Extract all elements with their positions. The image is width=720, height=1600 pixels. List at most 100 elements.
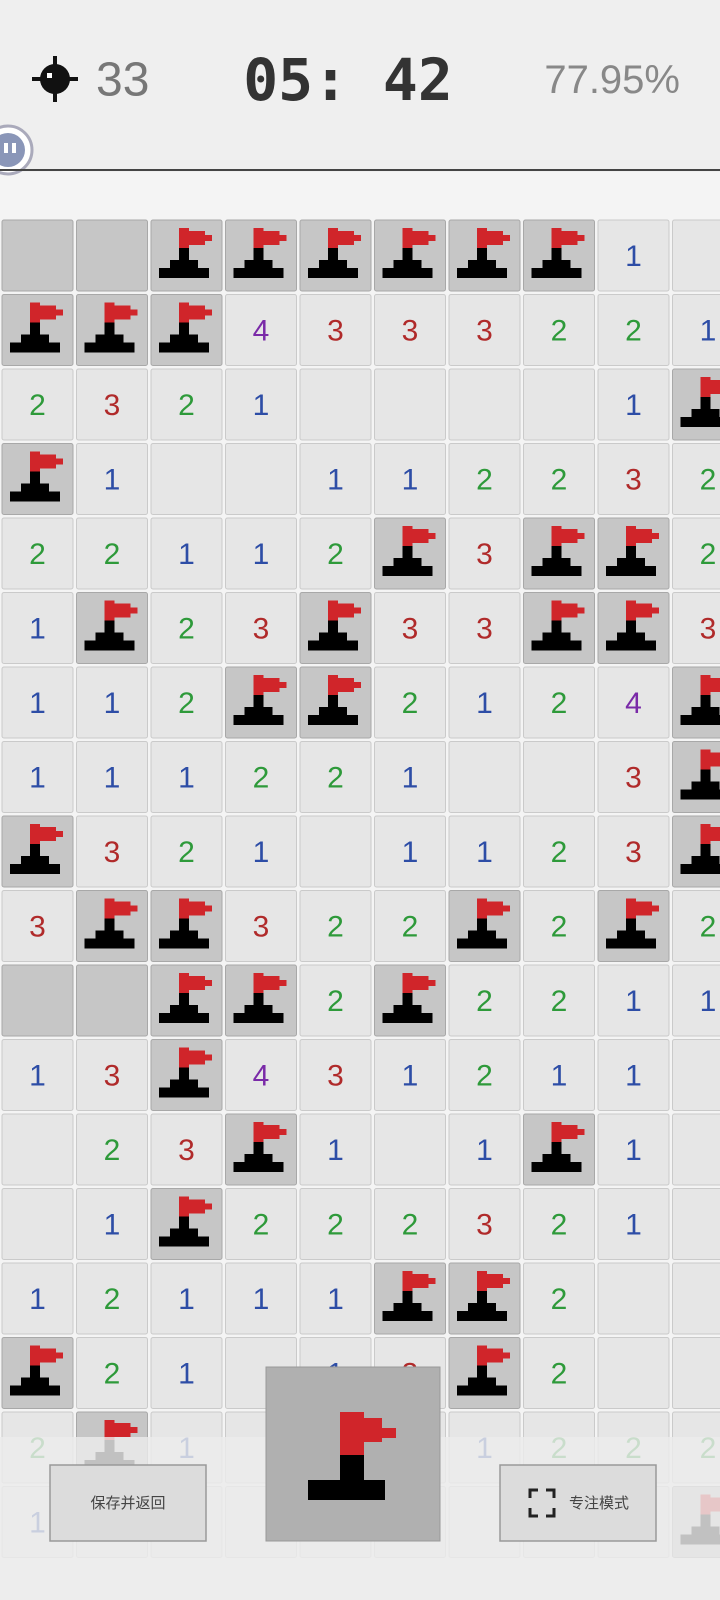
cell[interactable]: 2 [299,517,372,590]
cell[interactable]: 2 [1,517,74,590]
cell[interactable] [672,666,720,739]
cell[interactable]: 1 [1,1262,74,1335]
cell[interactable]: 2 [299,964,372,1037]
cell[interactable] [374,1113,446,1186]
cell[interactable]: 1 [672,964,720,1037]
cell[interactable]: 2 [225,1188,297,1260]
focus-button[interactable]: 专注模式 [499,1464,657,1542]
cell[interactable]: 2 [523,1262,595,1335]
cell[interactable] [374,517,446,590]
cell[interactable] [523,517,595,590]
cell[interactable] [225,964,297,1037]
cell[interactable]: 1 [76,443,148,515]
cell[interactable] [597,1262,670,1335]
cell[interactable]: 2 [150,368,223,441]
cell[interactable]: 2 [448,1039,521,1111]
cell[interactable] [374,219,446,292]
cell[interactable]: 3 [76,368,148,441]
cell[interactable] [150,294,223,366]
cell[interactable]: 1 [225,368,297,441]
cell[interactable]: 2 [299,890,372,962]
cell[interactable]: 2 [76,1113,148,1186]
cell[interactable] [672,1337,720,1409]
cell[interactable]: 1 [374,815,446,888]
cell[interactable]: 1 [597,219,670,292]
cell[interactable]: 2 [523,890,595,962]
cell[interactable] [225,1113,297,1186]
cell[interactable]: 2 [225,741,297,813]
cell[interactable] [374,368,446,441]
cell[interactable] [672,741,720,813]
cell[interactable]: 4 [597,666,670,739]
cell[interactable] [76,964,148,1037]
cell[interactable] [523,1113,595,1186]
cell[interactable]: 1 [1,741,74,813]
cell[interactable]: 3 [448,517,521,590]
cell[interactable]: 1 [374,1039,446,1111]
cell[interactable]: 1 [150,1337,223,1409]
cell[interactable]: 1 [299,1113,372,1186]
cell[interactable] [1,1337,74,1409]
cell[interactable] [523,741,595,813]
cell[interactable]: 2 [448,964,521,1037]
cell[interactable]: 3 [448,592,521,664]
cell[interactable]: 1 [597,1113,670,1186]
cell[interactable] [76,890,148,962]
cell[interactable] [299,666,372,739]
cell[interactable]: 4 [225,1039,297,1111]
cell[interactable]: 1 [448,666,521,739]
cell[interactable] [299,815,372,888]
cell[interactable]: 3 [448,294,521,366]
cell[interactable]: 2 [374,1188,446,1260]
cell[interactable] [672,815,720,888]
cell[interactable]: 2 [150,592,223,664]
cell[interactable] [597,592,670,664]
cell[interactable]: 3 [150,1113,223,1186]
cell[interactable]: 2 [672,890,720,962]
cell[interactable]: 2 [374,666,446,739]
cell[interactable] [523,219,595,292]
cell[interactable] [1,1113,74,1186]
cell[interactable] [672,368,720,441]
cell[interactable] [448,890,521,962]
pause-button[interactable] [0,124,34,176]
cell[interactable]: 3 [299,1039,372,1111]
cell[interactable] [76,294,148,366]
cell[interactable]: 2 [523,666,595,739]
cell[interactable] [448,219,521,292]
cell[interactable]: 2 [76,1262,148,1335]
cell[interactable] [448,1262,521,1335]
cell[interactable]: 2 [523,294,595,366]
cell[interactable] [150,219,223,292]
cell[interactable]: 1 [76,1188,148,1260]
cell[interactable]: 3 [374,294,446,366]
cell[interactable] [374,964,446,1037]
cell[interactable]: 1 [76,741,148,813]
cell[interactable]: 2 [523,443,595,515]
cell[interactable] [76,592,148,664]
cell[interactable]: 3 [374,592,446,664]
cell[interactable]: 2 [76,517,148,590]
cell[interactable]: 1 [374,741,446,813]
cell[interactable] [150,1039,223,1111]
cell[interactable]: 3 [299,294,372,366]
cell[interactable] [299,368,372,441]
cell[interactable]: 3 [225,890,297,962]
cell[interactable] [448,741,521,813]
cell[interactable]: 1 [1,666,74,739]
cell[interactable] [225,666,297,739]
cell[interactable] [225,443,297,515]
cell[interactable] [448,1337,521,1409]
cell[interactable]: 2 [448,443,521,515]
cell[interactable]: 2 [672,443,720,515]
cell[interactable] [1,219,74,292]
cell[interactable] [1,294,74,366]
cell[interactable] [225,219,297,292]
cell[interactable] [76,219,148,292]
cell[interactable]: 3 [672,592,720,664]
cell[interactable]: 2 [672,517,720,590]
cell[interactable]: 2 [150,815,223,888]
cell[interactable] [597,517,670,590]
cell[interactable]: 1 [523,1039,595,1111]
cell[interactable]: 2 [299,741,372,813]
